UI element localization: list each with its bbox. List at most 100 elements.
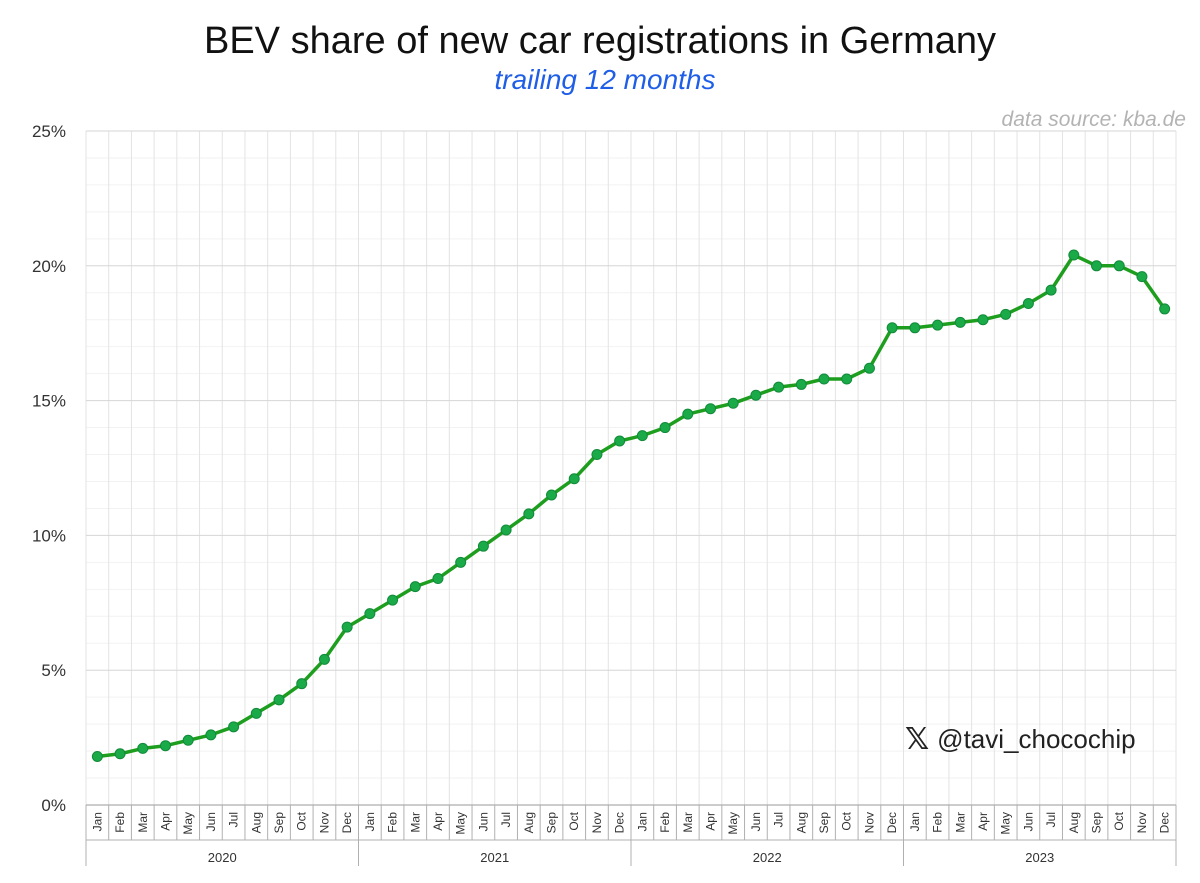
x-tick-label: Apr: [976, 812, 990, 831]
x-tick-label: Jul: [1044, 812, 1058, 827]
author-handle: @tavi_chocochip: [937, 724, 1136, 754]
x-tick-label: Dec: [340, 812, 354, 833]
data-point: [977, 314, 989, 326]
year-label: 2023: [1025, 850, 1054, 865]
data-point: [432, 573, 444, 585]
y-axis-ticks: 0% 5% 10% 15% 20% 25%: [32, 122, 66, 815]
year-label: 2020: [208, 850, 237, 865]
data-point: [477, 540, 489, 552]
data-point: [455, 556, 467, 568]
data-point: [341, 621, 353, 633]
x-tick-label: Oct: [295, 811, 309, 830]
x-tick-label: Dec: [613, 812, 627, 833]
x-tick-label: Mar: [953, 812, 967, 833]
data-point: [818, 373, 830, 385]
x-tick-label: Mar: [681, 812, 695, 833]
x-tick-label: Aug: [249, 812, 263, 833]
data-point: [591, 449, 603, 461]
data-point: [636, 430, 648, 442]
data-point: [682, 408, 694, 420]
data-point: [1136, 271, 1148, 283]
x-tick-label: Aug: [794, 812, 808, 833]
data-point: [387, 594, 399, 606]
x-tick-label: Jun: [476, 812, 490, 831]
author-watermark: 𝕏 @tavi_chocochip: [905, 722, 1136, 757]
x-tick-label: Feb: [386, 812, 400, 833]
data-point: [159, 740, 171, 752]
x-tick-label: Feb: [931, 812, 945, 833]
data-point: [250, 707, 262, 719]
x-tick-label: Dec: [885, 812, 899, 833]
data-point: [91, 750, 103, 762]
x-tick-label: Jul: [772, 812, 786, 827]
x-tick-label: Apr: [703, 812, 717, 831]
x-tick-label: Jul: [227, 812, 241, 827]
data-point: [318, 653, 330, 665]
chart-grid: [85, 130, 1177, 806]
data-point: [523, 508, 535, 520]
x-tick-label: Feb: [113, 812, 127, 833]
x-logo-icon: 𝕏: [905, 722, 930, 757]
data-point: [750, 389, 762, 401]
x-tick-label: May: [181, 812, 195, 835]
data-point: [228, 721, 240, 733]
x-tick-label: Jul: [499, 812, 513, 827]
data-point: [114, 748, 126, 760]
y-tick-label: 0%: [41, 796, 66, 815]
x-tick-label: May: [726, 812, 740, 835]
x-tick-label: Jan: [90, 812, 104, 831]
y-tick-label: 5%: [41, 661, 66, 680]
x-tick-label: Sep: [545, 812, 559, 834]
data-point: [1068, 249, 1080, 261]
x-tick-label: Feb: [658, 812, 672, 833]
data-point: [137, 742, 149, 754]
x-tick-label: Oct: [567, 811, 581, 830]
y-tick-label: 15%: [32, 392, 66, 411]
data-point: [795, 378, 807, 390]
year-label: 2021: [480, 850, 509, 865]
x-tick-label: Dec: [1158, 812, 1172, 833]
y-tick-label: 20%: [32, 257, 66, 276]
data-point: [273, 694, 285, 706]
x-tick-label: Apr: [158, 812, 172, 831]
x-tick-label: Oct: [840, 811, 854, 830]
x-tick-label: Jun: [204, 812, 218, 831]
data-point: [614, 435, 626, 447]
x-tick-label: Aug: [522, 812, 536, 833]
x-axis-ticks: Jan Feb Mar Apr May Jun Jul Aug Sep Oct Nov Dec Jan F…: [90, 811, 1171, 865]
x-tick-label: May: [999, 812, 1013, 835]
data-point: [863, 362, 875, 374]
x-tick-label: Jun: [749, 812, 763, 831]
data-point: [409, 581, 421, 593]
data-point: [1091, 260, 1103, 272]
data-point: [568, 473, 580, 485]
x-tick-label: Jun: [1021, 812, 1035, 831]
data-point: [659, 422, 671, 434]
x-tick-label: Sep: [817, 812, 831, 834]
x-tick-label: Mar: [136, 812, 150, 833]
data-point: [364, 608, 376, 620]
x-tick-label: Aug: [1067, 812, 1081, 833]
data-point: [1159, 303, 1171, 315]
data-point: [182, 734, 194, 746]
chart-subtitle: trailing 12 months: [494, 64, 716, 95]
chart-title: BEV share of new car registrations in Ge…: [203, 20, 996, 62]
x-tick-label: Nov: [862, 812, 876, 833]
y-tick-label: 10%: [32, 526, 66, 545]
x-tick-label: Sep: [1090, 812, 1104, 834]
year-label: 2022: [753, 850, 782, 865]
data-series: [91, 249, 1171, 762]
chart-axes: [85, 804, 1177, 866]
data-source-note: data source: kba.de: [1001, 108, 1186, 131]
data-point: [932, 319, 944, 331]
x-tick-label: Apr: [431, 812, 445, 831]
x-tick-label: Nov: [1135, 812, 1149, 833]
data-point: [704, 403, 716, 415]
data-point: [205, 729, 217, 741]
x-tick-label: Jan: [635, 812, 649, 831]
data-point: [1022, 298, 1034, 310]
x-tick-label: Nov: [590, 812, 604, 833]
x-tick-label: May: [454, 812, 468, 835]
data-point: [500, 524, 512, 536]
